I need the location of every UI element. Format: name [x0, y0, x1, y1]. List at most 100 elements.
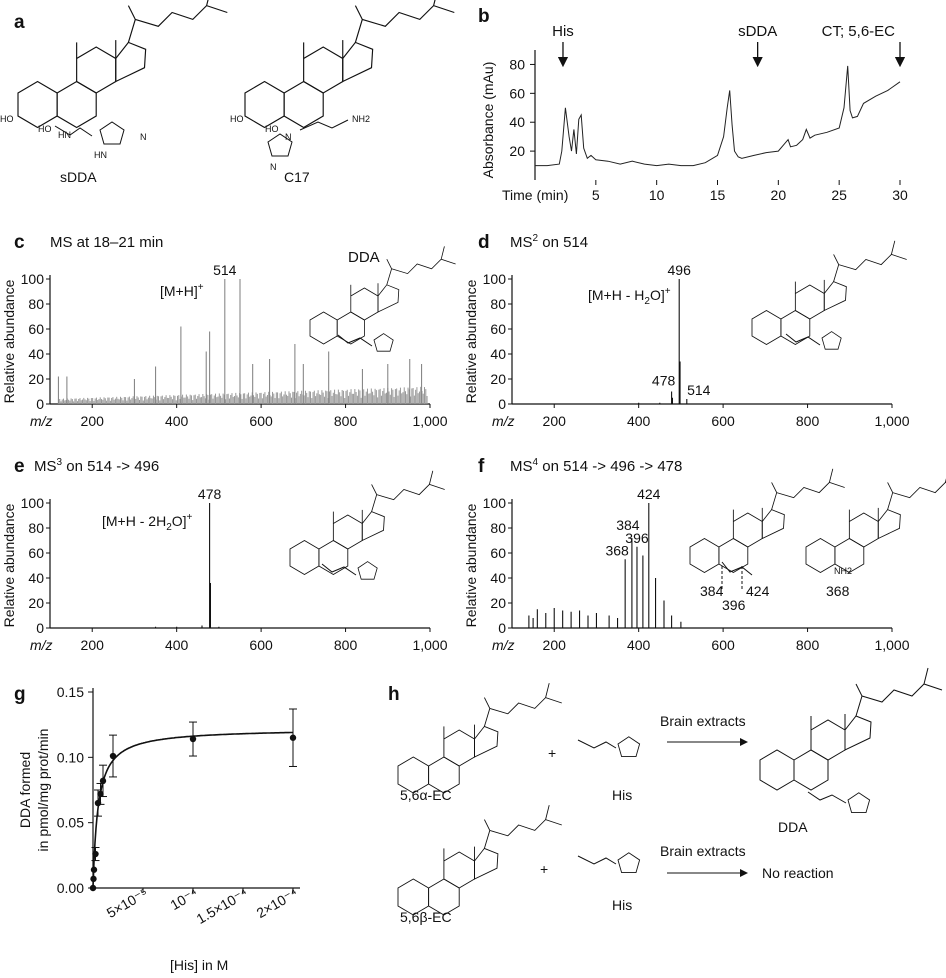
ms-ytick-label: 0	[36, 396, 44, 412]
panel-e-annotation: [M+H - 2H2O]+	[102, 512, 193, 533]
sdda-group-2: HO	[38, 124, 52, 134]
ms-ylabel: Relative abundance	[1, 503, 17, 627]
ms-xtick-label: 200	[543, 413, 567, 429]
frag-label-424: 424	[746, 583, 770, 599]
h-r2-product: No reaction	[762, 865, 834, 881]
ms-ylabel: Relative abundance	[1, 279, 17, 403]
c17-label: C17	[284, 169, 310, 185]
ms-ytick-label: 60	[28, 321, 44, 337]
h-r1-reactant: 5,6α-EC	[400, 787, 452, 803]
ms-xtick-label: 600	[249, 637, 273, 653]
ms-peak-label: 478	[198, 486, 222, 502]
panel-b-chromatogram-line	[535, 65, 901, 167]
panel-c: c MS at 18–21 min [M+H]+ DDA	[14, 232, 457, 352]
b-ytick-label: 80	[509, 56, 525, 72]
panel-g-ylabel-line2: in pmol/mg prot/min	[35, 729, 51, 852]
g-data-point	[92, 850, 99, 858]
frag-label-384: 384	[700, 583, 724, 599]
g-data-point	[97, 790, 104, 798]
b-xtick-label: 20	[771, 187, 787, 203]
h-r2-plus: +	[540, 861, 548, 877]
panel-b-xticks: 5 10 15 20 25 30	[592, 180, 908, 203]
g-xtick-label: 1.5×10⁻⁴	[193, 885, 250, 927]
panel-d-title: MS2 on 514	[510, 233, 588, 251]
ms-xtick-label: 600	[711, 637, 735, 653]
h-r2-reactant: 5,6β-EC	[400, 909, 452, 925]
g-data-point	[189, 735, 197, 743]
panel-b-arrows: His sDDA CT; 5,6-EC	[552, 23, 906, 68]
b-ytick-label: 60	[509, 85, 525, 101]
ms-xlabel: m/z	[30, 413, 53, 429]
c17-group-2: HO	[265, 124, 279, 134]
g-data-point	[90, 875, 97, 883]
panel-e: e MS3 on 514 -> 496 [M+H - 2H2O]+	[14, 456, 446, 580]
ms-xtick-label: 800	[334, 637, 358, 653]
c17-group-1: HO	[230, 114, 244, 124]
sdda-group-5: HN	[94, 150, 107, 160]
ms-xlabel: m/z	[30, 637, 53, 653]
panel-c-title: MS at 18–21 min	[50, 234, 163, 251]
b-arrow-label: sDDA	[738, 23, 777, 40]
panel-g-points	[89, 708, 297, 892]
panel-e-title: MS3 on 514 -> 496	[34, 457, 159, 475]
panel-a-letter: a	[14, 12, 25, 33]
ms-ytick-label: 40	[28, 346, 44, 362]
g-data-point	[90, 866, 98, 873]
ms-ytick-label: 100	[483, 495, 507, 511]
panel-d-letter: d	[478, 232, 490, 253]
frag-label-368: 368	[826, 583, 850, 599]
ms-ytick-label: 80	[490, 296, 506, 312]
panel-d: d MS2 on 514 [M+H - H2O]+	[478, 232, 908, 350]
g-ytick-label: 0.10	[57, 749, 84, 765]
h-r2-partner: His	[612, 897, 632, 913]
c17-group-3: NH2	[352, 114, 370, 124]
ms-peak-label: 514	[687, 382, 711, 398]
ms-xtick-label: 400	[165, 637, 189, 653]
h-r1-condition: Brain extracts	[660, 713, 746, 729]
c17-group-4: N	[285, 132, 292, 142]
panel-a: a HO HO HN N HN sDDA HO HO NH2 N N C17	[0, 0, 455, 185]
g-ytick-label: 0.00	[57, 880, 84, 896]
f-nh2-group: NH2	[834, 566, 852, 576]
b-xtick-label: 30	[892, 187, 908, 203]
ms-ytick-label: 100	[483, 271, 507, 287]
b-ytick-label: 40	[509, 114, 525, 130]
b-xtick-label: 10	[649, 187, 665, 203]
c17-structure: HO HO NH2 N N C17	[230, 0, 455, 185]
g-data-point	[89, 884, 97, 892]
g-xtick-label: 10⁻⁴	[167, 885, 200, 913]
ms-ytick-label: 20	[490, 595, 506, 611]
panel-g-letter: g	[14, 684, 26, 705]
panel-b-ylabel: Absorbance (mAu)	[480, 62, 496, 179]
panel-g-yticks: 0.00 0.05 0.10 0.15	[57, 684, 93, 896]
ms-ytick-label: 20	[28, 595, 44, 611]
panel-g-xlabel: [His] in M	[170, 957, 228, 973]
b-arrow-label: His	[552, 23, 574, 40]
h-r1-product: DDA	[778, 819, 808, 835]
ms-ytick-label: 20	[490, 371, 506, 387]
ms-ytick-label: 0	[498, 620, 506, 636]
panel-h: h 5,6α-EC + His Brain extracts DDA 5,6β-…	[388, 667, 943, 925]
frag-label-396: 396	[722, 597, 746, 613]
ms-peak-label: 368	[605, 542, 629, 558]
g-data-point	[99, 777, 107, 785]
ms-ytick-label: 100	[21, 271, 45, 287]
panel-c-annotation: [M+H]+	[160, 282, 204, 299]
ms-ytick-label: 60	[490, 545, 506, 561]
panel-g-ylabel-line1: DDA formed	[17, 752, 33, 828]
b-ytick-label: 20	[509, 143, 525, 159]
ms-peak-label: 478	[652, 373, 676, 389]
g-data-point	[289, 734, 297, 741]
ms-peak-label: 496	[668, 262, 692, 278]
ms-xtick-label: 600	[249, 413, 273, 429]
panel-b-yticks: 20 40 60 80	[509, 56, 535, 159]
ms-plot-f: Relative abundance 0 20 40 60 80 100 m/z 200 400 6…	[463, 486, 910, 653]
panel-f-title: MS4 on 514 -> 496 -> 478	[510, 457, 682, 475]
sdda-label: sDDA	[60, 169, 97, 185]
ms-xtick-label: 400	[165, 413, 189, 429]
panel-e-letter: e	[14, 456, 25, 477]
panel-c-letter: c	[14, 232, 25, 253]
ms-ytick-label: 20	[28, 371, 44, 387]
ms-xtick-label: 1,000	[874, 413, 909, 429]
